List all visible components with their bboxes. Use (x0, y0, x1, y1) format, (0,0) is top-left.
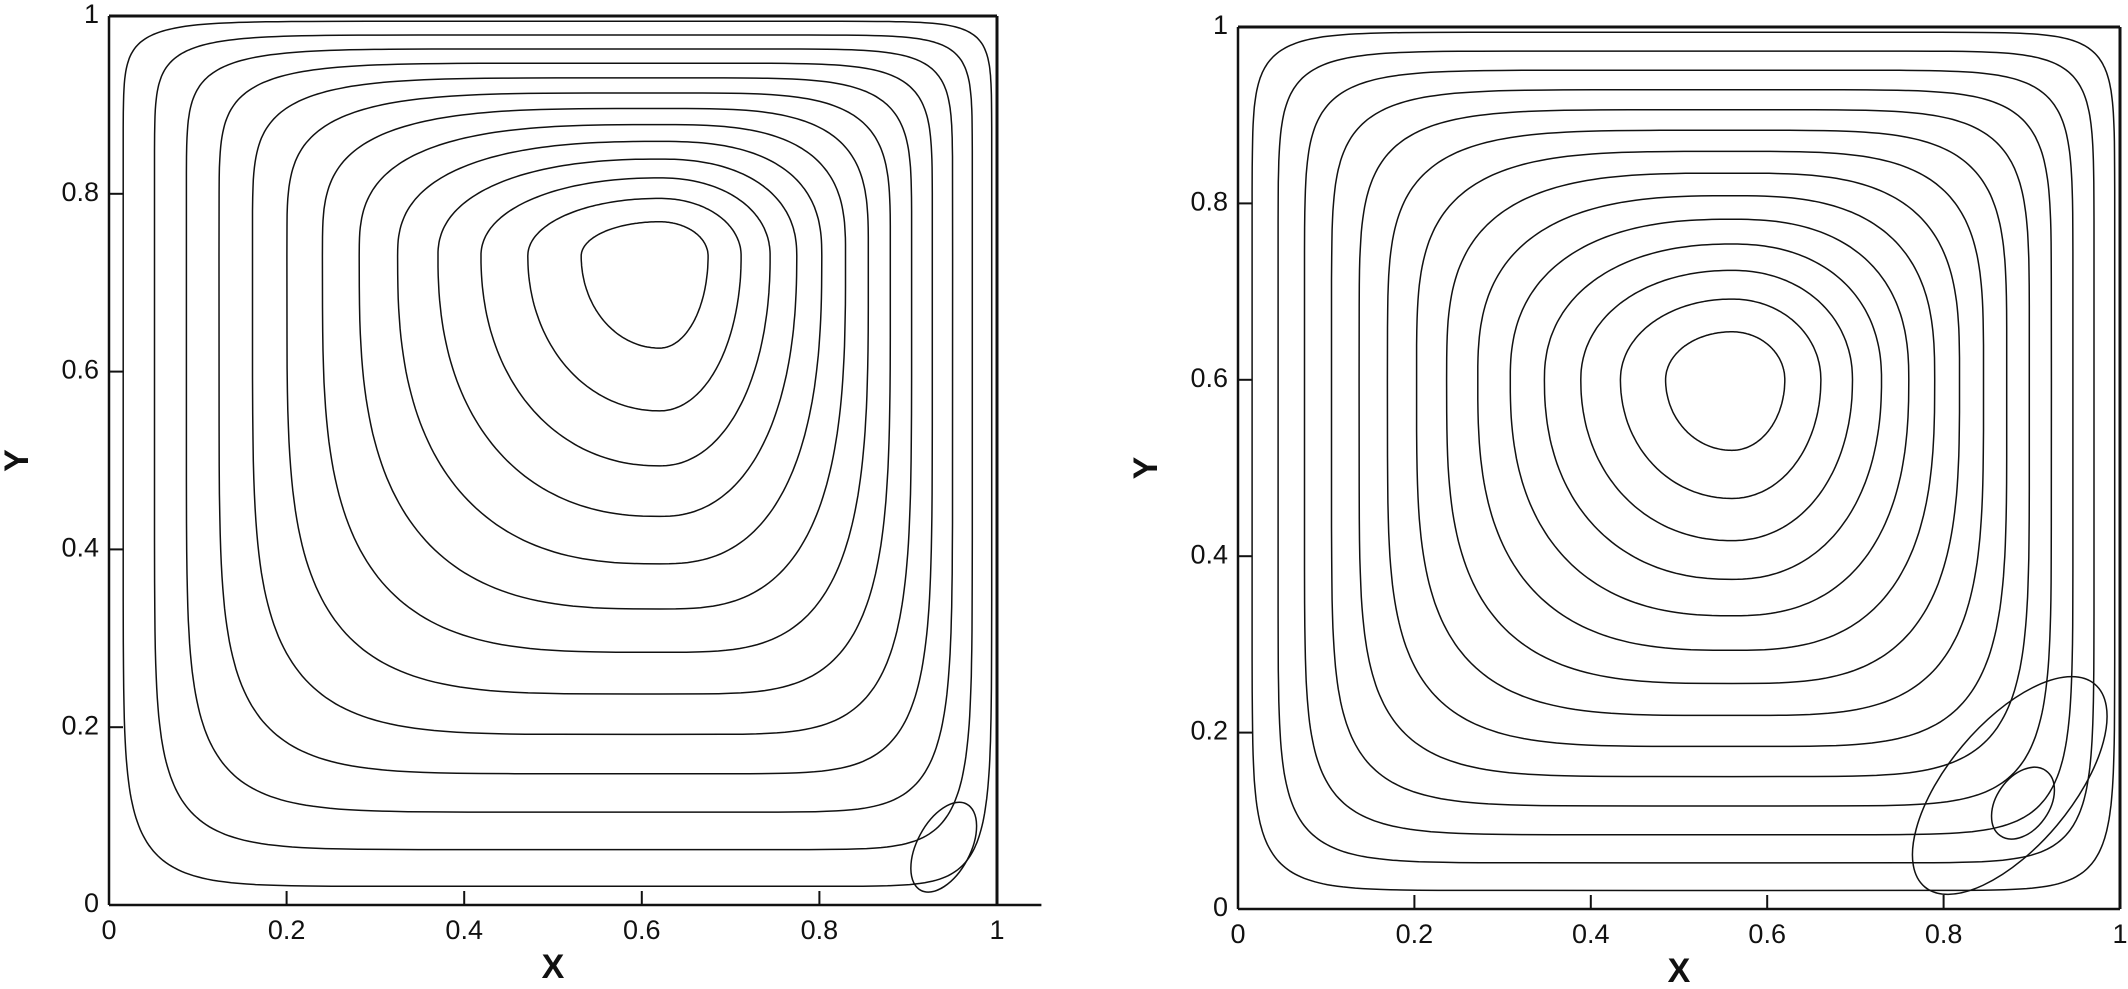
corner-vortex (1911, 675, 2108, 896)
streamline (122, 20, 993, 888)
y-tick-label: 0.2 (1190, 716, 1228, 746)
streamline (1509, 218, 1910, 617)
corner-vortex (1990, 766, 2056, 840)
x-axis-label: X (542, 948, 565, 986)
y-tick-label: 0 (84, 888, 99, 918)
streamline (185, 48, 954, 813)
y-tick-label: 0.6 (1190, 363, 1228, 393)
streamline (1303, 69, 2074, 836)
streamline (437, 158, 798, 518)
streamline (1330, 89, 2053, 807)
y-axis-label: Y (0, 449, 36, 472)
y-tick-label: 0.8 (1190, 187, 1228, 217)
streamline (1477, 194, 1936, 652)
y-tick-label: 0.4 (1190, 539, 1228, 569)
x-tick-label: 0.4 (445, 915, 483, 945)
y-tick-label: 1 (1213, 10, 1228, 40)
streamline (396, 140, 823, 565)
streamline (358, 123, 847, 610)
x-tick-label: 0 (1230, 919, 1245, 949)
streamline (527, 197, 742, 412)
x-tick-label: 0.4 (1572, 919, 1610, 949)
streamline (218, 62, 934, 775)
x-axis-label: X (1668, 952, 1691, 989)
x-tick-label: 0 (101, 915, 116, 945)
streamline (580, 220, 709, 349)
x-tick-label: 0.8 (801, 915, 839, 945)
x-tick-label: 0.8 (1925, 919, 1963, 949)
streamline (1277, 50, 2095, 864)
y-tick-label: 0.6 (61, 355, 99, 385)
streamline (153, 34, 974, 851)
corner-vortex (910, 801, 978, 893)
streamline (1543, 243, 1883, 581)
streamline (1664, 331, 1786, 452)
y-axis-label: Y (1127, 456, 1165, 479)
x-tick-label: 1 (989, 915, 1004, 945)
streamline (1580, 269, 1854, 542)
streamline (1358, 109, 2031, 778)
streamline (1251, 31, 2116, 892)
streamline (1386, 129, 2008, 748)
x-tick-label: 0.2 (268, 915, 306, 945)
x-tick-label: 0.6 (623, 915, 661, 945)
x-tick-label: 1 (2112, 919, 2127, 949)
streamline (1415, 150, 1985, 717)
streamline (1619, 298, 1822, 500)
y-tick-label: 0.8 (61, 177, 99, 207)
x-tick-label: 0.6 (1748, 919, 1786, 949)
streamline (321, 107, 870, 653)
y-tick-label: 0.4 (61, 533, 99, 563)
y-tick-label: 0 (1213, 892, 1228, 922)
x-tick-label: 0.2 (1396, 919, 1434, 949)
y-tick-label: 1 (84, 0, 99, 29)
streamline (251, 77, 913, 736)
y-tick-label: 0.2 (61, 710, 99, 740)
streamline (1445, 172, 1961, 685)
streamline (480, 177, 771, 467)
streamline (286, 92, 892, 695)
